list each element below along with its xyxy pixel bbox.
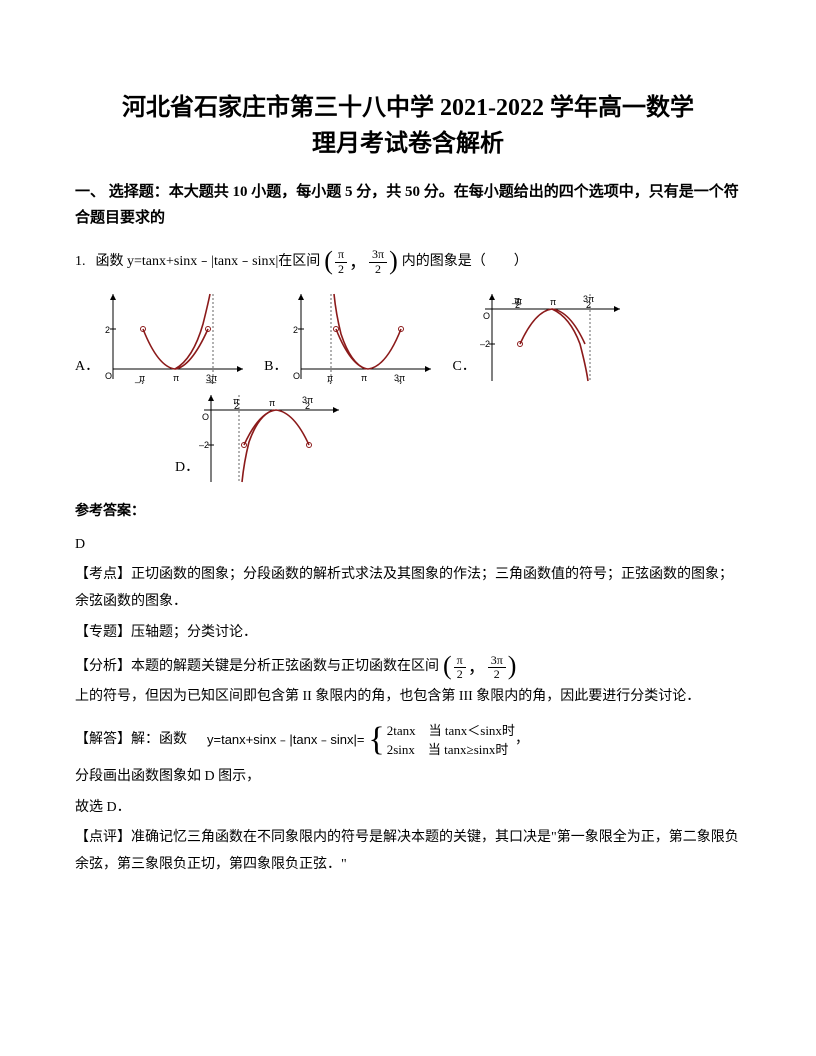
jieda-func: y=tanx+sinx﹣|tanx﹣sinx|= [207, 728, 364, 753]
kaodian-label: 【考点】 [75, 567, 131, 582]
title-line-2: 理月考试卷含解析 [75, 126, 741, 162]
frac-num: 3π [369, 248, 387, 262]
frac-pi-over-2: π 2 [335, 248, 347, 275]
svg-text:O: O [105, 371, 112, 381]
paren-right: ) [508, 653, 517, 679]
svg-text:2: 2 [209, 379, 214, 384]
frac-den: 2 [491, 668, 503, 681]
options-row-1: A． O 2 π_ 2 π 3π __ 2 [75, 289, 741, 384]
jieda-pre: 解：函数 [131, 727, 187, 754]
frac-3pi-over-2: 3π 2 [369, 248, 387, 275]
svg-text:2: 2 [234, 401, 239, 411]
svg-text:π: π [173, 373, 179, 383]
options-row-2: D． O –2 π 2 π 3π 2 [175, 390, 741, 485]
svg-text:2: 2 [305, 401, 310, 411]
dianping-label: 【点评】 [75, 830, 131, 845]
option-c-label: C． [452, 354, 475, 381]
svg-text:O: O [483, 311, 490, 321]
paren-right: ) [389, 248, 398, 274]
paren-left: ( [324, 248, 333, 274]
fenxi-label: 【分析】 [75, 654, 131, 681]
svg-text:2: 2 [105, 325, 110, 335]
graph-d: O –2 π 2 π 3π 2 [199, 390, 344, 485]
jieda-line3: 故选 D． [75, 795, 741, 822]
paren-left: ( [443, 653, 452, 679]
dianping-text: 准确记忆三角函数在不同象限内的符号是解决本题的关键，其口决是"第一象限全为正，第… [75, 830, 739, 872]
case-2: 2sinx 当 tanx≥sinx时 [387, 740, 515, 760]
interval-expression: ( π 2 ， 3π 2 ) [324, 245, 397, 279]
jieda-line2: 分段画出函数图象如 D 图示， [75, 764, 741, 791]
section-1-heading: 一、 选择题：本大题共 10 小题，每小题 5 分，共 50 分。在每小题给出的… [75, 180, 741, 231]
svg-text:O: O [293, 371, 300, 381]
interval-comma: ， [468, 650, 486, 684]
zhuanti-label: 【专题】 [75, 625, 131, 640]
q1-text-post: 内的图象是（ ） [402, 249, 528, 276]
svg-text:–2: –2 [199, 440, 209, 450]
svg-text:2: 2 [139, 379, 144, 384]
dianping: 【点评】准确记忆三角函数在不同象限内的符号是解决本题的关键，其口决是"第一象限全… [75, 825, 741, 878]
svg-text:2: 2 [397, 379, 402, 384]
svg-text:π: π [269, 398, 275, 408]
svg-text:2: 2 [293, 325, 298, 335]
option-c: C． O –2 π _ π _ 2 π 3π 2 [452, 289, 624, 384]
svg-text:2: 2 [586, 300, 591, 310]
svg-text:–2: –2 [480, 339, 490, 349]
jieda-label: 【解答】 [75, 727, 131, 754]
svg-text:π: π [361, 373, 367, 383]
kaodian: 【考点】正切函数的图象；分段函数的解析式求法及其图象的作法；三角函数值的符号；正… [75, 562, 741, 615]
fenxi: 【分析】 本题的解题关键是分析正弦函数与正切函数在区间 ( π 2 ， 3π 2… [75, 650, 741, 711]
option-b-label: B． [264, 354, 287, 381]
option-a-label: A． [75, 354, 99, 381]
frac-den: 2 [335, 263, 347, 276]
frac-num: π [335, 248, 347, 262]
graph-b: O 2 π 2 π 3π 2 [291, 289, 436, 384]
interval-expression-2: ( π 2 ， 3π 2 ) [443, 650, 516, 684]
jieda-tail: ， [515, 727, 529, 754]
jieda-line1: 【解答】 解：函数 y=tanx+sinx﹣|tanx﹣sinx|= { 2ta… [75, 721, 529, 760]
case-1: 2tanx 当 tanx＜sinx时 [387, 721, 515, 741]
frac-3pi-over-2: 3π 2 [488, 654, 506, 681]
zhuanti: 【专题】压轴题；分类讨论． [75, 620, 741, 647]
svg-text:O: O [202, 412, 209, 422]
q1-number: 1. [75, 249, 86, 276]
frac-num: 3π [488, 654, 506, 668]
frac-num: π [454, 654, 466, 668]
piecewise-expression: { 2tanx 当 tanx＜sinx时 2sinx 当 tanx≥sinx时 [368, 721, 515, 760]
answer-letter: D [75, 532, 741, 559]
kaodian-text: 正切函数的图象；分段函数的解析式求法及其图象的作法；三角函数值的符号；正弦函数的… [75, 567, 733, 609]
graph-c: O –2 π _ π _ 2 π 3π 2 [480, 289, 625, 384]
option-a: A． O 2 π_ 2 π 3π __ 2 [75, 289, 248, 384]
title-line-1: 河北省石家庄市第三十八中学 2021-2022 学年高一数学 [75, 90, 741, 126]
option-d-label: D． [175, 455, 199, 482]
graph-a: O 2 π_ 2 π 3π __ 2 [103, 289, 248, 384]
svg-text:2: 2 [515, 300, 520, 310]
svg-text:π: π [550, 297, 556, 307]
frac-den: 2 [454, 668, 466, 681]
svg-text:2: 2 [327, 379, 332, 384]
frac-den: 2 [372, 263, 384, 276]
question-1: 1. 函数 y=tanx+sinx﹣|tanx﹣sinx|在区间 ( π 2 ，… [75, 245, 741, 279]
fenxi-text-2: 上的符号，但因为已知区间即包含第 II 象限内的角，也包含第 III 象限内的角… [75, 684, 700, 711]
answer-heading: 参考答案： [75, 499, 741, 526]
frac-pi-over-2: π 2 [454, 654, 466, 681]
brace-icon: { [368, 725, 384, 756]
q1-text-pre: 函数 y=tanx+sinx﹣|tanx﹣sinx|在区间 [96, 249, 321, 276]
zhuanti-text: 压轴题；分类讨论． [131, 625, 257, 640]
interval-comma: ， [349, 245, 367, 279]
option-b: B． O 2 π 2 π 3π 2 [264, 289, 436, 384]
fenxi-text-1: 本题的解题关键是分析正弦函数与正切函数在区间 [131, 654, 439, 681]
